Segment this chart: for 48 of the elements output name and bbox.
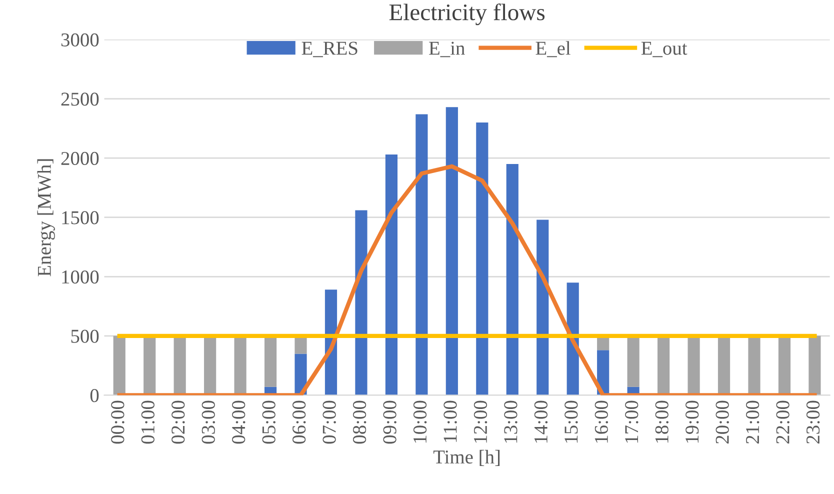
- x-tick-label: 19:00: [686, 400, 699, 443]
- x-tick-label: 03:00: [202, 400, 216, 444]
- bar: [446, 107, 458, 396]
- legend-label: E_in: [429, 42, 465, 58]
- x-tick-label: 02:00: [172, 400, 185, 444]
- legend-label: E_el: [536, 41, 570, 58]
- bar: [506, 164, 518, 396]
- y-tick-label: 1500: [62, 211, 99, 224]
- x-tick-label: 04:00: [232, 400, 246, 444]
- x-tick-label: 23:00: [806, 400, 820, 444]
- x-tick-label: 11:00: [444, 400, 457, 442]
- y-axis-title: Energy [MWh]: [37, 159, 55, 276]
- bar: [536, 220, 549, 396]
- x-tick-label: 16:00: [594, 400, 608, 443]
- y-tick-label: 500: [71, 330, 99, 343]
- x-axis-title: Time [h]: [433, 450, 500, 466]
- bar: [355, 210, 368, 396]
- x-tick-label: 10:00: [413, 400, 427, 443]
- x-tick-label: 13:00: [504, 400, 518, 443]
- chart-title: Electricity flows: [389, 3, 545, 26]
- bar: [385, 154, 398, 396]
- x-tick-label: 08:00: [352, 400, 366, 444]
- x-tick-label: 14:00: [534, 400, 548, 443]
- x-tick-label: 20:00: [716, 400, 729, 444]
- x-tick-label: 05:00: [262, 400, 276, 444]
- bar: [113, 336, 126, 396]
- x-tick-label: 00:00: [111, 400, 124, 444]
- x-tick-label: 09:00: [383, 400, 396, 444]
- x-tick-label: 18:00: [655, 400, 669, 443]
- y-tick-label: 3000: [61, 33, 99, 46]
- x-tick-label: 01:00: [141, 400, 155, 444]
- x-tick-label: 22:00: [776, 400, 790, 444]
- y-tick-label: 2000: [61, 152, 99, 166]
- legend-label: E_RES: [302, 42, 358, 58]
- x-tick-label: 07:00: [322, 400, 336, 444]
- bar: [476, 122, 488, 396]
- legend-label: E_out: [641, 42, 688, 58]
- bar: [808, 336, 821, 396]
- y-tick-label: 0: [90, 389, 99, 402]
- x-tick-label: 21:00: [746, 400, 760, 444]
- x-tick-label: 15:00: [564, 400, 578, 443]
- line-series: [117, 164, 817, 396]
- x-tick-label: 12:00: [474, 400, 488, 443]
- bar: [416, 114, 428, 396]
- x-tick-label: 17:00: [625, 400, 638, 443]
- y-tick-label: 1000: [62, 270, 99, 284]
- y-tick-label: 2500: [61, 92, 99, 106]
- x-tick-label: 06:00: [292, 400, 306, 444]
